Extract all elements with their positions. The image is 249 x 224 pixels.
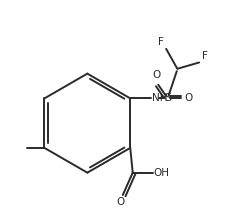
Text: F: F <box>201 51 207 61</box>
Text: O: O <box>116 197 124 207</box>
Text: S: S <box>164 93 171 103</box>
Text: OH: OH <box>153 168 169 178</box>
Text: NH: NH <box>152 93 167 103</box>
Text: F: F <box>158 37 164 47</box>
Text: O: O <box>184 93 192 103</box>
Text: O: O <box>152 70 160 80</box>
